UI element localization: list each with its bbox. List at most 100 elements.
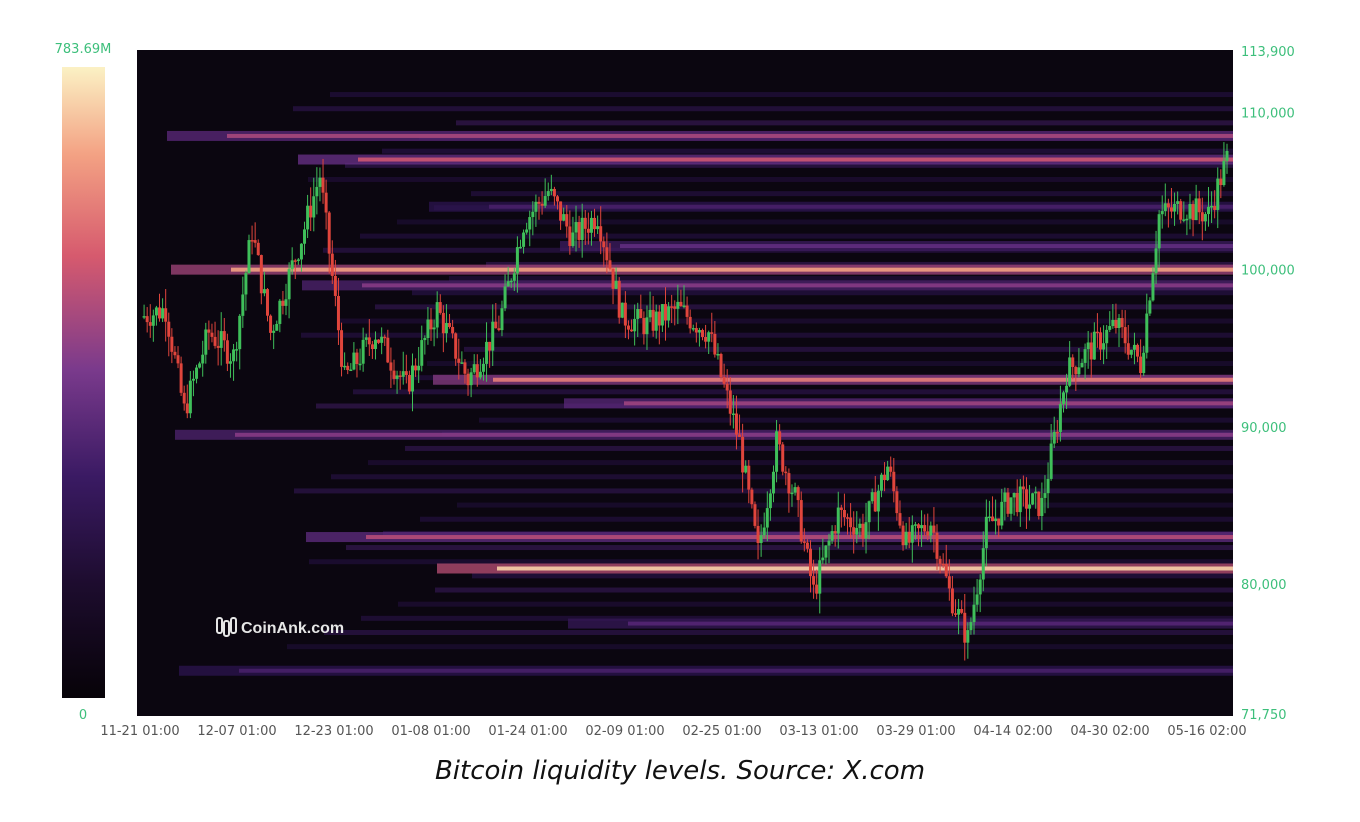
candle-down [321,177,325,193]
liquidity-haze [287,644,1233,650]
candle-down [466,373,470,386]
candle-down [796,487,800,501]
candle-down [651,309,655,331]
candle-down [340,330,344,367]
candle-down [602,241,606,248]
liquidity-haze [405,445,1233,451]
liquidity-haze [330,92,1233,98]
candle-down [725,383,729,391]
x-tick-label: 02-09 01:00 [585,724,664,739]
candle-up [1142,352,1146,374]
coinank-logo-icon [216,617,237,637]
candle-up [984,516,988,549]
liquidity-band-core [239,668,1233,673]
candle-down [895,491,899,514]
candle-down [540,203,544,206]
candle-down [639,309,643,319]
candle-up [423,338,427,341]
candle-down [741,436,745,473]
candle-up [771,471,775,494]
candle-up [1092,331,1096,360]
candle-down [611,268,615,289]
liquidity-band-core [497,566,1233,571]
liquidity-haze [412,290,1233,296]
candle-down [383,336,387,339]
liquidity-haze [361,615,1233,621]
candle-up [1145,313,1149,353]
candle-up [571,232,575,246]
candle-up [596,226,600,230]
candle-up [1040,497,1044,516]
candle-down [330,253,334,276]
colorbar-max-label: 783.69M [55,42,112,57]
candle-down [537,201,541,204]
candle-down [386,337,390,363]
liquidity-band-core [227,133,1233,138]
candle-up [151,315,155,326]
candle-up [201,354,205,364]
candle-down [901,525,905,546]
x-axis: 11-21 01:00 12-07 01:00 12-23 01:00 01-08 0… [100,724,1246,739]
candle-up [485,341,489,364]
candle-up [509,280,513,283]
liquidity-haze [375,304,1233,310]
candle-down [457,358,461,363]
candle-down [916,524,920,529]
candle-down [1139,356,1143,374]
candle-down [398,375,402,377]
candle-up [981,548,985,580]
liquidity-haze [331,474,1233,480]
candle-down [704,336,708,342]
candle-up [1046,478,1050,494]
candle-down [448,323,452,327]
watermark-text: CoinAnk.com [241,620,344,637]
candle-up [1105,329,1109,344]
candle-up [966,630,970,643]
candle-down [608,260,612,269]
candle-down [148,322,152,326]
candle-down [941,563,945,566]
candle-down [1015,492,1019,513]
candle-down [346,365,350,371]
candle-down [710,332,714,334]
candle-up [620,302,624,318]
candle-up [972,604,976,623]
candle-down [883,474,887,481]
candle-up [1173,203,1177,212]
candle-up [1043,493,1047,498]
candle-up [272,330,276,333]
candle-up [1203,214,1207,222]
candle-up [228,361,232,364]
candle-down [944,564,948,577]
candle-down [617,280,621,318]
candle-down [250,240,254,242]
candle-up [241,294,245,316]
candle-up [1052,431,1056,444]
candle-up [790,492,794,495]
candle-down [256,242,260,256]
candle-up [636,309,640,319]
liquidity-haze [435,587,1233,593]
y-tick-label: 90,000 [1241,421,1287,436]
candle-up [864,522,868,539]
liquidity-haze [457,502,1233,508]
candle-down [849,517,853,528]
candle-up [426,319,430,339]
candle-down [370,344,374,350]
candle-up [1068,357,1072,386]
candle-up [306,205,310,230]
liquidity-haze [360,233,1233,239]
candle-up [836,507,840,534]
candle-down [565,214,569,227]
candle-down [309,205,313,218]
candle-down [926,531,930,536]
candle-down [281,300,285,306]
x-tick-label: 03-13 01:00 [779,724,858,739]
candle-up [364,337,368,340]
candle-down [1191,204,1195,221]
candle-up [1049,443,1053,479]
x-tick-label: 04-14 02:00 [973,724,1052,739]
candle-down [713,333,717,355]
candle-up [373,339,377,350]
candle-down [747,465,751,490]
